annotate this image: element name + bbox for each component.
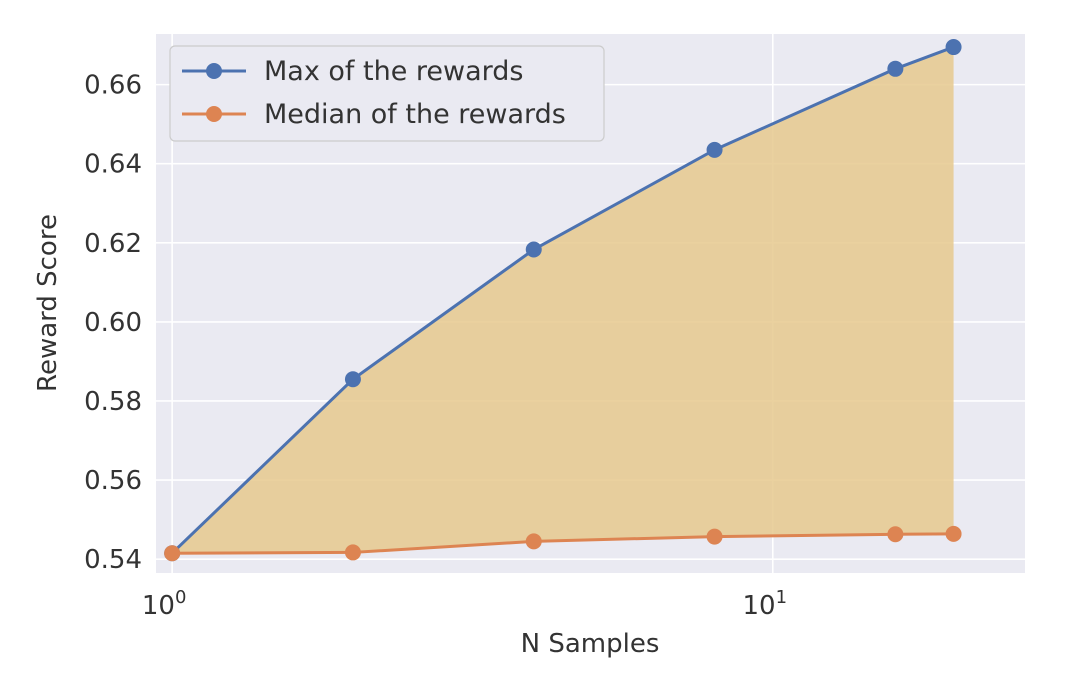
fill-region <box>172 47 954 554</box>
legend-marker-max <box>206 63 222 79</box>
y-tick-label: 0.56 <box>84 466 142 496</box>
data-point-median <box>344 544 361 561</box>
y-tick-label: 0.60 <box>84 308 142 338</box>
data-point-max <box>887 60 904 77</box>
series-line-max <box>171 45 955 555</box>
y-axis-ticks: 0.54 0.56 0.58 0.60 0.62 0.64 0.66 <box>84 71 142 576</box>
data-point-max <box>706 141 723 158</box>
x-axis-label: N Samples <box>521 629 660 659</box>
y-tick-label: 0.64 <box>84 150 142 180</box>
data-point-median <box>706 528 723 545</box>
y-tick-label: 0.54 <box>84 545 142 575</box>
series-layer <box>164 39 962 562</box>
series-line-median <box>172 532 954 555</box>
data-point-max <box>525 241 542 258</box>
x-tick-label: 100 <box>142 587 187 621</box>
data-point-max <box>344 371 361 388</box>
y-axis-label: Reward Score <box>33 214 63 392</box>
data-point-median <box>945 525 962 542</box>
y-tick-label: 0.58 <box>84 387 142 417</box>
legend-label-median: Median of the rewards <box>264 99 566 130</box>
data-point-median <box>887 526 904 543</box>
legend: Max of the rewards Median of the rewards <box>169 45 605 142</box>
data-point-median <box>164 545 181 562</box>
y-tick-label: 0.66 <box>84 71 142 101</box>
y-tick-label: 0.62 <box>84 229 142 259</box>
data-point-median <box>525 533 542 550</box>
legend-box <box>169 45 605 142</box>
data-point-max <box>945 39 962 56</box>
fill-between-area <box>172 47 954 554</box>
x-tick-label: 101 <box>742 587 787 621</box>
legend-label-max: Max of the rewards <box>264 56 523 87</box>
legend-marker-median <box>206 106 222 122</box>
x-axis-ticks: 100 101 <box>142 587 787 621</box>
